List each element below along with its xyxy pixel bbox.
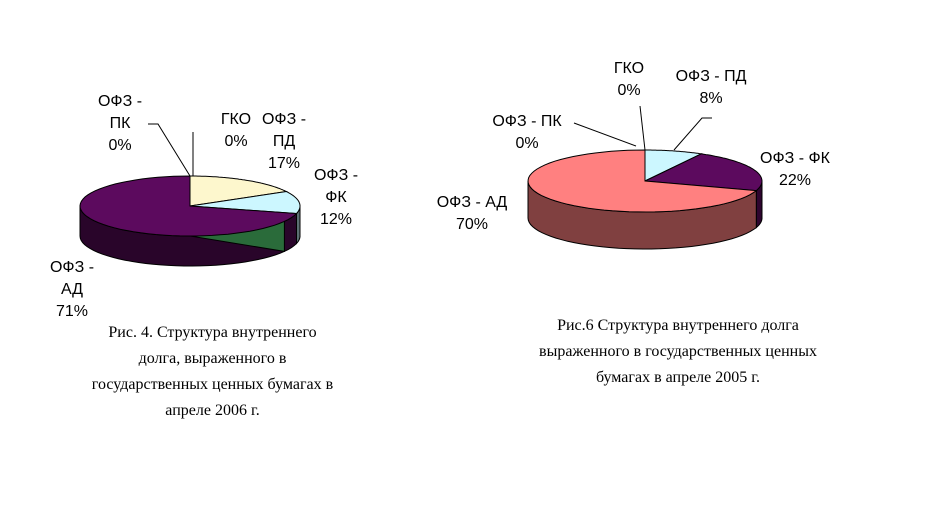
leader-line bbox=[673, 117, 712, 151]
leader-line bbox=[639, 105, 646, 151]
data-label: ОФЗ - ПД 8% bbox=[676, 68, 747, 107]
caption-line: выраженного в государственных ценных bbox=[539, 343, 817, 360]
pie-slice bbox=[527, 149, 758, 213]
data-label: ГКО 0% bbox=[614, 60, 644, 99]
leader-line bbox=[573, 122, 637, 147]
caption-line: государственных ценных бумагах в bbox=[91, 376, 334, 393]
pie-chart-2006: ГКО 0% ОФЗ -ПД 17%ОФЗ -ФК 12% ОФЗ -АД 71% ОФЗ -… bbox=[50, 93, 358, 320]
data-label: ГКО 0% bbox=[221, 111, 251, 150]
pie-slice bbox=[189, 175, 289, 207]
data-label: ОФЗ -ПК 0% bbox=[98, 93, 142, 154]
data-label: ОФЗ - АД 70% bbox=[437, 194, 508, 233]
data-label: ОФЗ - ФК 22% bbox=[760, 150, 831, 189]
caption-line: долга, выраженного в bbox=[138, 350, 287, 367]
caption-line: Рис. 4. Структура внутреннего bbox=[108, 324, 317, 341]
pie-slice bbox=[643, 153, 763, 192]
caption-line: Рис.6 Структура внутреннего долга bbox=[557, 317, 799, 334]
data-label: ОФЗ -ПД 17% bbox=[262, 111, 306, 172]
data-label: ОФЗ -АД 71% bbox=[50, 259, 94, 320]
data-label: ОФЗ -ФК 12% bbox=[314, 167, 358, 228]
caption-2005: Рис.6 Структура внутреннего долга выраже… bbox=[478, 313, 878, 391]
caption-line: апреле 2006 г. bbox=[165, 402, 260, 419]
pie-slice bbox=[79, 175, 298, 237]
caption-line: бумагах в апреле 2005 г. bbox=[595, 369, 761, 386]
pie-chart-2005: ГКО 0% ОФЗ - ПД 8% ОФЗ - ФК 22% ОФЗ - АД 70% ОФЗ… bbox=[437, 60, 831, 250]
leader-line bbox=[148, 123, 191, 177]
caption-2006: Рис. 4. Структура внутреннего долга, выр… bbox=[40, 320, 385, 424]
data-label: ОФЗ - ПК 0% bbox=[492, 113, 562, 152]
pie-slice bbox=[644, 149, 704, 182]
pie-slice bbox=[189, 190, 301, 215]
